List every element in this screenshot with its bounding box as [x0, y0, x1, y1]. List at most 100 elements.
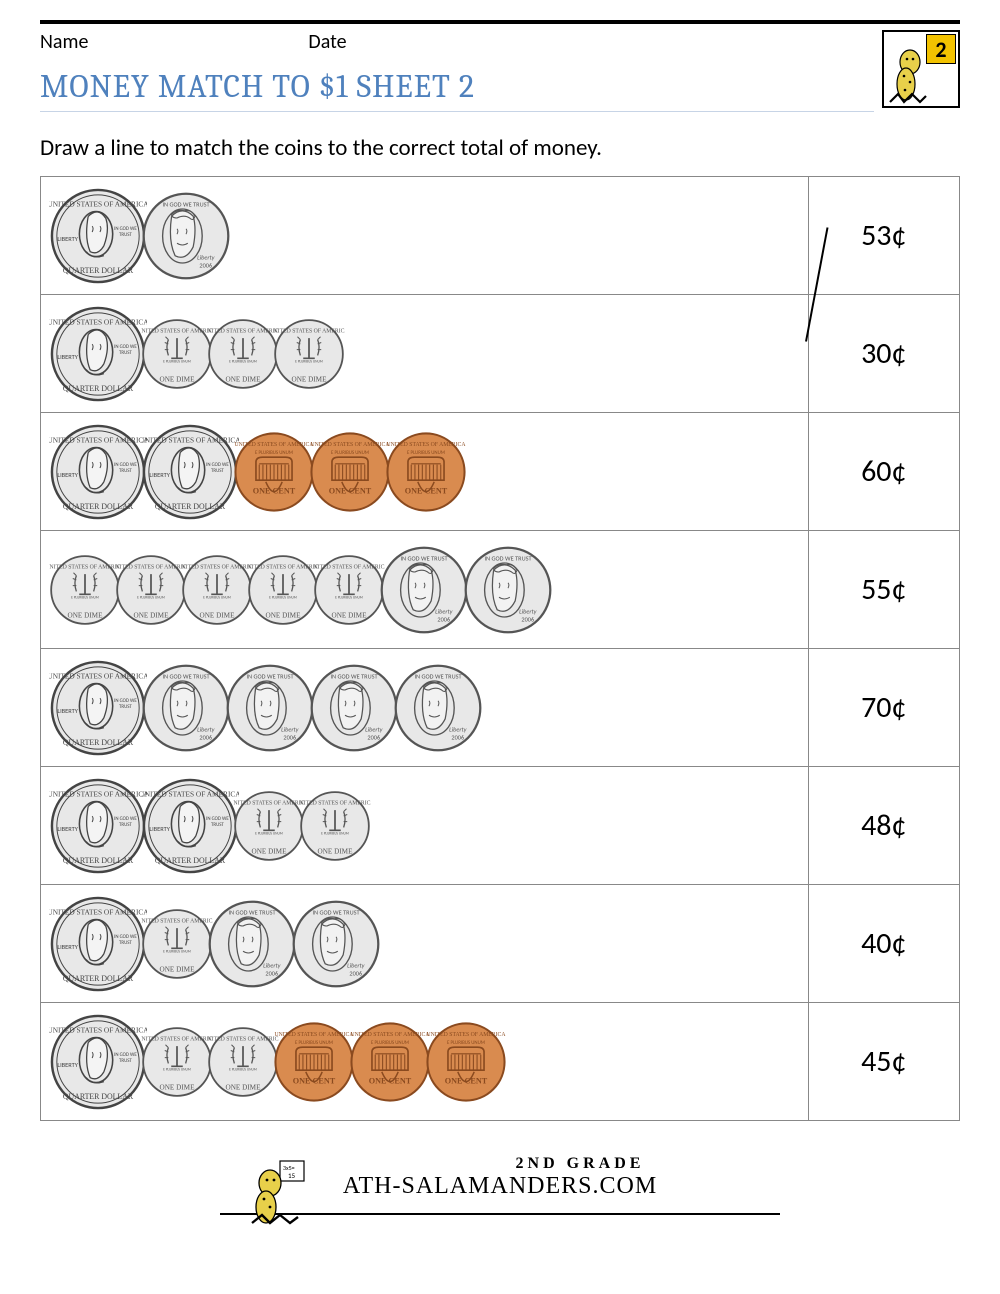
svg-text:E PLURIBUS UNUM: E PLURIBUS UNUM: [255, 449, 293, 455]
total-cell: 53¢: [808, 177, 959, 295]
nickel-coin-icon: IN GOD WE TRUST Liberty 2006: [379, 545, 469, 635]
svg-text:UNITED STATES OF AMERICA: UNITED STATES OF AMERICA: [49, 907, 147, 916]
quarter-coin-icon: UNITED STATES OF AMERICA QUARTER DOLLAR …: [141, 777, 239, 875]
svg-text:ONE CENT: ONE CENT: [329, 486, 372, 495]
dime-coin-icon: UNITED STATES OF AMERICA ONE DIME E PLUR…: [273, 318, 345, 390]
nickel-coin-icon: IN GOD WE TRUST Liberty 2006: [141, 663, 231, 753]
svg-text:E PLURIBUS UNUM: E PLURIBUS UNUM: [407, 449, 445, 455]
svg-text:UNITED STATES OF AMERICA: UNITED STATES OF AMERICA: [247, 564, 319, 570]
svg-text:UNITED STATES OF AMERICA: UNITED STATES OF AMERICA: [49, 789, 147, 798]
dime-coin-icon: UNITED STATES OF AMERICA ONE DIME E PLUR…: [141, 1026, 213, 1098]
svg-text:UNITED STATES OF AMERICA: UNITED STATES OF AMERICA: [274, 1031, 354, 1037]
svg-text:UNITED STATES OF AMERICA: UNITED STATES OF AMERICA: [386, 441, 466, 447]
date-label: Date: [308, 30, 346, 54]
svg-text:E PLURIBUS UNUM: E PLURIBUS UNUM: [229, 1067, 257, 1071]
grid-row: UNITED STATES OF AMERICA QUARTER DOLLAR …: [41, 295, 960, 413]
svg-text:UNITED STATES OF AMERICA: UNITED STATES OF AMERICA: [49, 564, 121, 570]
penny-coin-icon: UNITED STATES OF AMERICA E PLURIBUS UNUM…: [349, 1021, 431, 1103]
svg-text:Liberty: Liberty: [263, 961, 281, 969]
svg-text:UNITED STATES OF AMERICA: UNITED STATES OF AMERICA: [350, 1031, 430, 1037]
grid-row: UNITED STATES OF AMERICA QUARTER DOLLAR …: [41, 413, 960, 531]
svg-text:ONE CENT: ONE CENT: [253, 486, 296, 495]
svg-text:UNITED STATES OF AMERICA: UNITED STATES OF AMERICA: [49, 671, 147, 680]
penny-coin-icon: UNITED STATES OF AMERICA E PLURIBUS UNUM…: [385, 431, 467, 513]
svg-text:QUARTER DOLLAR: QUARTER DOLLAR: [63, 856, 134, 865]
svg-text:E PLURIBUS UNUM: E PLURIBUS UNUM: [163, 949, 191, 953]
svg-text:E PLURIBUS UNUM: E PLURIBUS UNUM: [255, 831, 283, 835]
svg-text:UNITED STATES OF AMERICA: UNITED STATES OF AMERICA: [273, 328, 345, 334]
matching-grid: UNITED STATES OF AMERICA QUARTER DOLLAR …: [40, 176, 960, 1121]
grid-row: UNITED STATES OF AMERICA QUARTER DOLLAR …: [41, 767, 960, 885]
svg-text:E PLURIBUS UNUM: E PLURIBUS UNUM: [229, 359, 257, 363]
grid-row: UNITED STATES OF AMERICA QUARTER DOLLAR …: [41, 885, 960, 1003]
nickel-coin-icon: IN GOD WE TRUST Liberty 2006: [463, 545, 553, 635]
dime-coin-icon: UNITED STATES OF AMERICA ONE DIME E PLUR…: [141, 318, 213, 390]
svg-text:UNITED STATES OF AMERICA: UNITED STATES OF AMERICA: [207, 328, 279, 334]
svg-text:E PLURIBUS UNUM: E PLURIBUS UNUM: [295, 1039, 333, 1045]
svg-text:ONE DIME: ONE DIME: [292, 375, 328, 383]
svg-text:LIBERTY: LIBERTY: [57, 824, 78, 832]
top-rule: [40, 20, 960, 24]
dime-coin-icon: UNITED STATES OF AMERICA ONE DIME E PLUR…: [247, 554, 319, 626]
svg-text:UNITED STATES OF AMERICA: UNITED STATES OF AMERICA: [310, 441, 390, 447]
svg-text:IN GOD WE TRUST: IN GOD WE TRUST: [246, 672, 293, 680]
svg-text:LIBERTY: LIBERTY: [149, 824, 170, 832]
svg-text:ONE DIME: ONE DIME: [318, 847, 354, 855]
quarter-coin-icon: UNITED STATES OF AMERICA QUARTER DOLLAR …: [49, 777, 147, 875]
quarter-coin-icon: UNITED STATES OF AMERICA QUARTER DOLLAR …: [49, 423, 147, 521]
svg-text:TRUST: TRUST: [119, 232, 132, 238]
dime-coin-icon: UNITED STATES OF AMERICA ONE DIME E PLUR…: [115, 554, 187, 626]
total-cell: 60¢: [808, 413, 959, 531]
svg-text:IN GOD WE TRUST: IN GOD WE TRUST: [414, 672, 461, 680]
svg-text:QUARTER DOLLAR: QUARTER DOLLAR: [63, 1092, 134, 1101]
svg-text:E PLURIBUS UNUM: E PLURIBUS UNUM: [203, 595, 231, 599]
svg-text:TRUST: TRUST: [119, 468, 132, 474]
grid-row: UNITED STATES OF AMERICA QUARTER DOLLAR …: [41, 649, 960, 767]
penny-coin-icon: UNITED STATES OF AMERICA E PLURIBUS UNUM…: [233, 431, 315, 513]
dime-coin-icon: UNITED STATES OF AMERICA ONE DIME E PLUR…: [181, 554, 253, 626]
svg-text:E PLURIBUS UNUM: E PLURIBUS UNUM: [295, 359, 323, 363]
penny-coin-icon: UNITED STATES OF AMERICA E PLURIBUS UNUM…: [425, 1021, 507, 1103]
svg-text:ONE DIME: ONE DIME: [226, 1083, 262, 1091]
svg-text:Liberty: Liberty: [281, 725, 299, 733]
svg-text:E PLURIBUS UNUM: E PLURIBUS UNUM: [163, 359, 191, 363]
footer-grade-text: 2ND GRADE: [120, 1155, 1000, 1173]
svg-text:UNITED STATES OF AMERICA: UNITED STATES OF AMERICA: [141, 435, 239, 444]
nickel-coin-icon: IN GOD WE TRUST Liberty 2006: [141, 191, 231, 281]
quarter-coin-icon: UNITED STATES OF AMERICA QUARTER DOLLAR …: [49, 187, 147, 285]
svg-text:ONE DIME: ONE DIME: [68, 611, 104, 619]
svg-text:ONE DIME: ONE DIME: [252, 847, 288, 855]
dime-coin-icon: UNITED STATES OF AMERICA ONE DIME E PLUR…: [49, 554, 121, 626]
dime-coin-icon: UNITED STATES OF AMERICA ONE DIME E PLUR…: [233, 790, 305, 862]
svg-text:ONE DIME: ONE DIME: [226, 375, 262, 383]
svg-text:UNITED STATES OF AMERICA: UNITED STATES OF AMERICA: [426, 1031, 506, 1037]
svg-text:E PLURIBUS UNUM: E PLURIBUS UNUM: [321, 831, 349, 835]
quarter-coin-icon: UNITED STATES OF AMERICA QUARTER DOLLAR …: [49, 305, 147, 403]
penny-coin-icon: UNITED STATES OF AMERICA E PLURIBUS UNUM…: [309, 431, 391, 513]
svg-text:Liberty: Liberty: [449, 725, 467, 733]
svg-text:QUARTER DOLLAR: QUARTER DOLLAR: [63, 974, 134, 983]
svg-text:ONE CENT: ONE CENT: [405, 486, 448, 495]
svg-text:QUARTER DOLLAR: QUARTER DOLLAR: [63, 502, 134, 511]
total-cell: 45¢: [808, 1003, 959, 1121]
svg-text:2006: 2006: [199, 733, 212, 741]
quarter-coin-icon: UNITED STATES OF AMERICA QUARTER DOLLAR …: [49, 659, 147, 757]
svg-text:TRUST: TRUST: [119, 350, 132, 356]
svg-text:UNITED STATES OF AMERICA: UNITED STATES OF AMERICA: [234, 441, 314, 447]
svg-text:2006: 2006: [199, 261, 212, 269]
svg-text:IN GOD WE TRUST: IN GOD WE TRUST: [330, 672, 377, 680]
svg-text:E PLURIBUS UNUM: E PLURIBUS UNUM: [331, 449, 369, 455]
total-cell: 40¢: [808, 885, 959, 1003]
coins-cell: UNITED STATES OF AMERICA ONE DIME E PLUR…: [41, 531, 809, 649]
svg-text:UNITED STATES OF AMERICA: UNITED STATES OF AMERICA: [233, 800, 305, 806]
svg-text:IN GOD WE TRUST: IN GOD WE TRUST: [162, 672, 209, 680]
footer-site-text: ATH-SALAMANDERS.COM: [40, 1173, 960, 1200]
svg-text:2006: 2006: [451, 733, 464, 741]
svg-text:LIBERTY: LIBERTY: [57, 1060, 78, 1068]
svg-text:E PLURIBUS UNUM: E PLURIBUS UNUM: [371, 1039, 409, 1045]
svg-text:TRUST: TRUST: [211, 822, 224, 828]
grid-row: UNITED STATES OF AMERICA QUARTER DOLLAR …: [41, 1003, 960, 1121]
coins-cell: UNITED STATES OF AMERICA QUARTER DOLLAR …: [41, 1003, 809, 1121]
svg-text:LIBERTY: LIBERTY: [57, 234, 78, 242]
svg-text:UNITED STATES OF AMERICA: UNITED STATES OF AMERICA: [49, 199, 147, 208]
